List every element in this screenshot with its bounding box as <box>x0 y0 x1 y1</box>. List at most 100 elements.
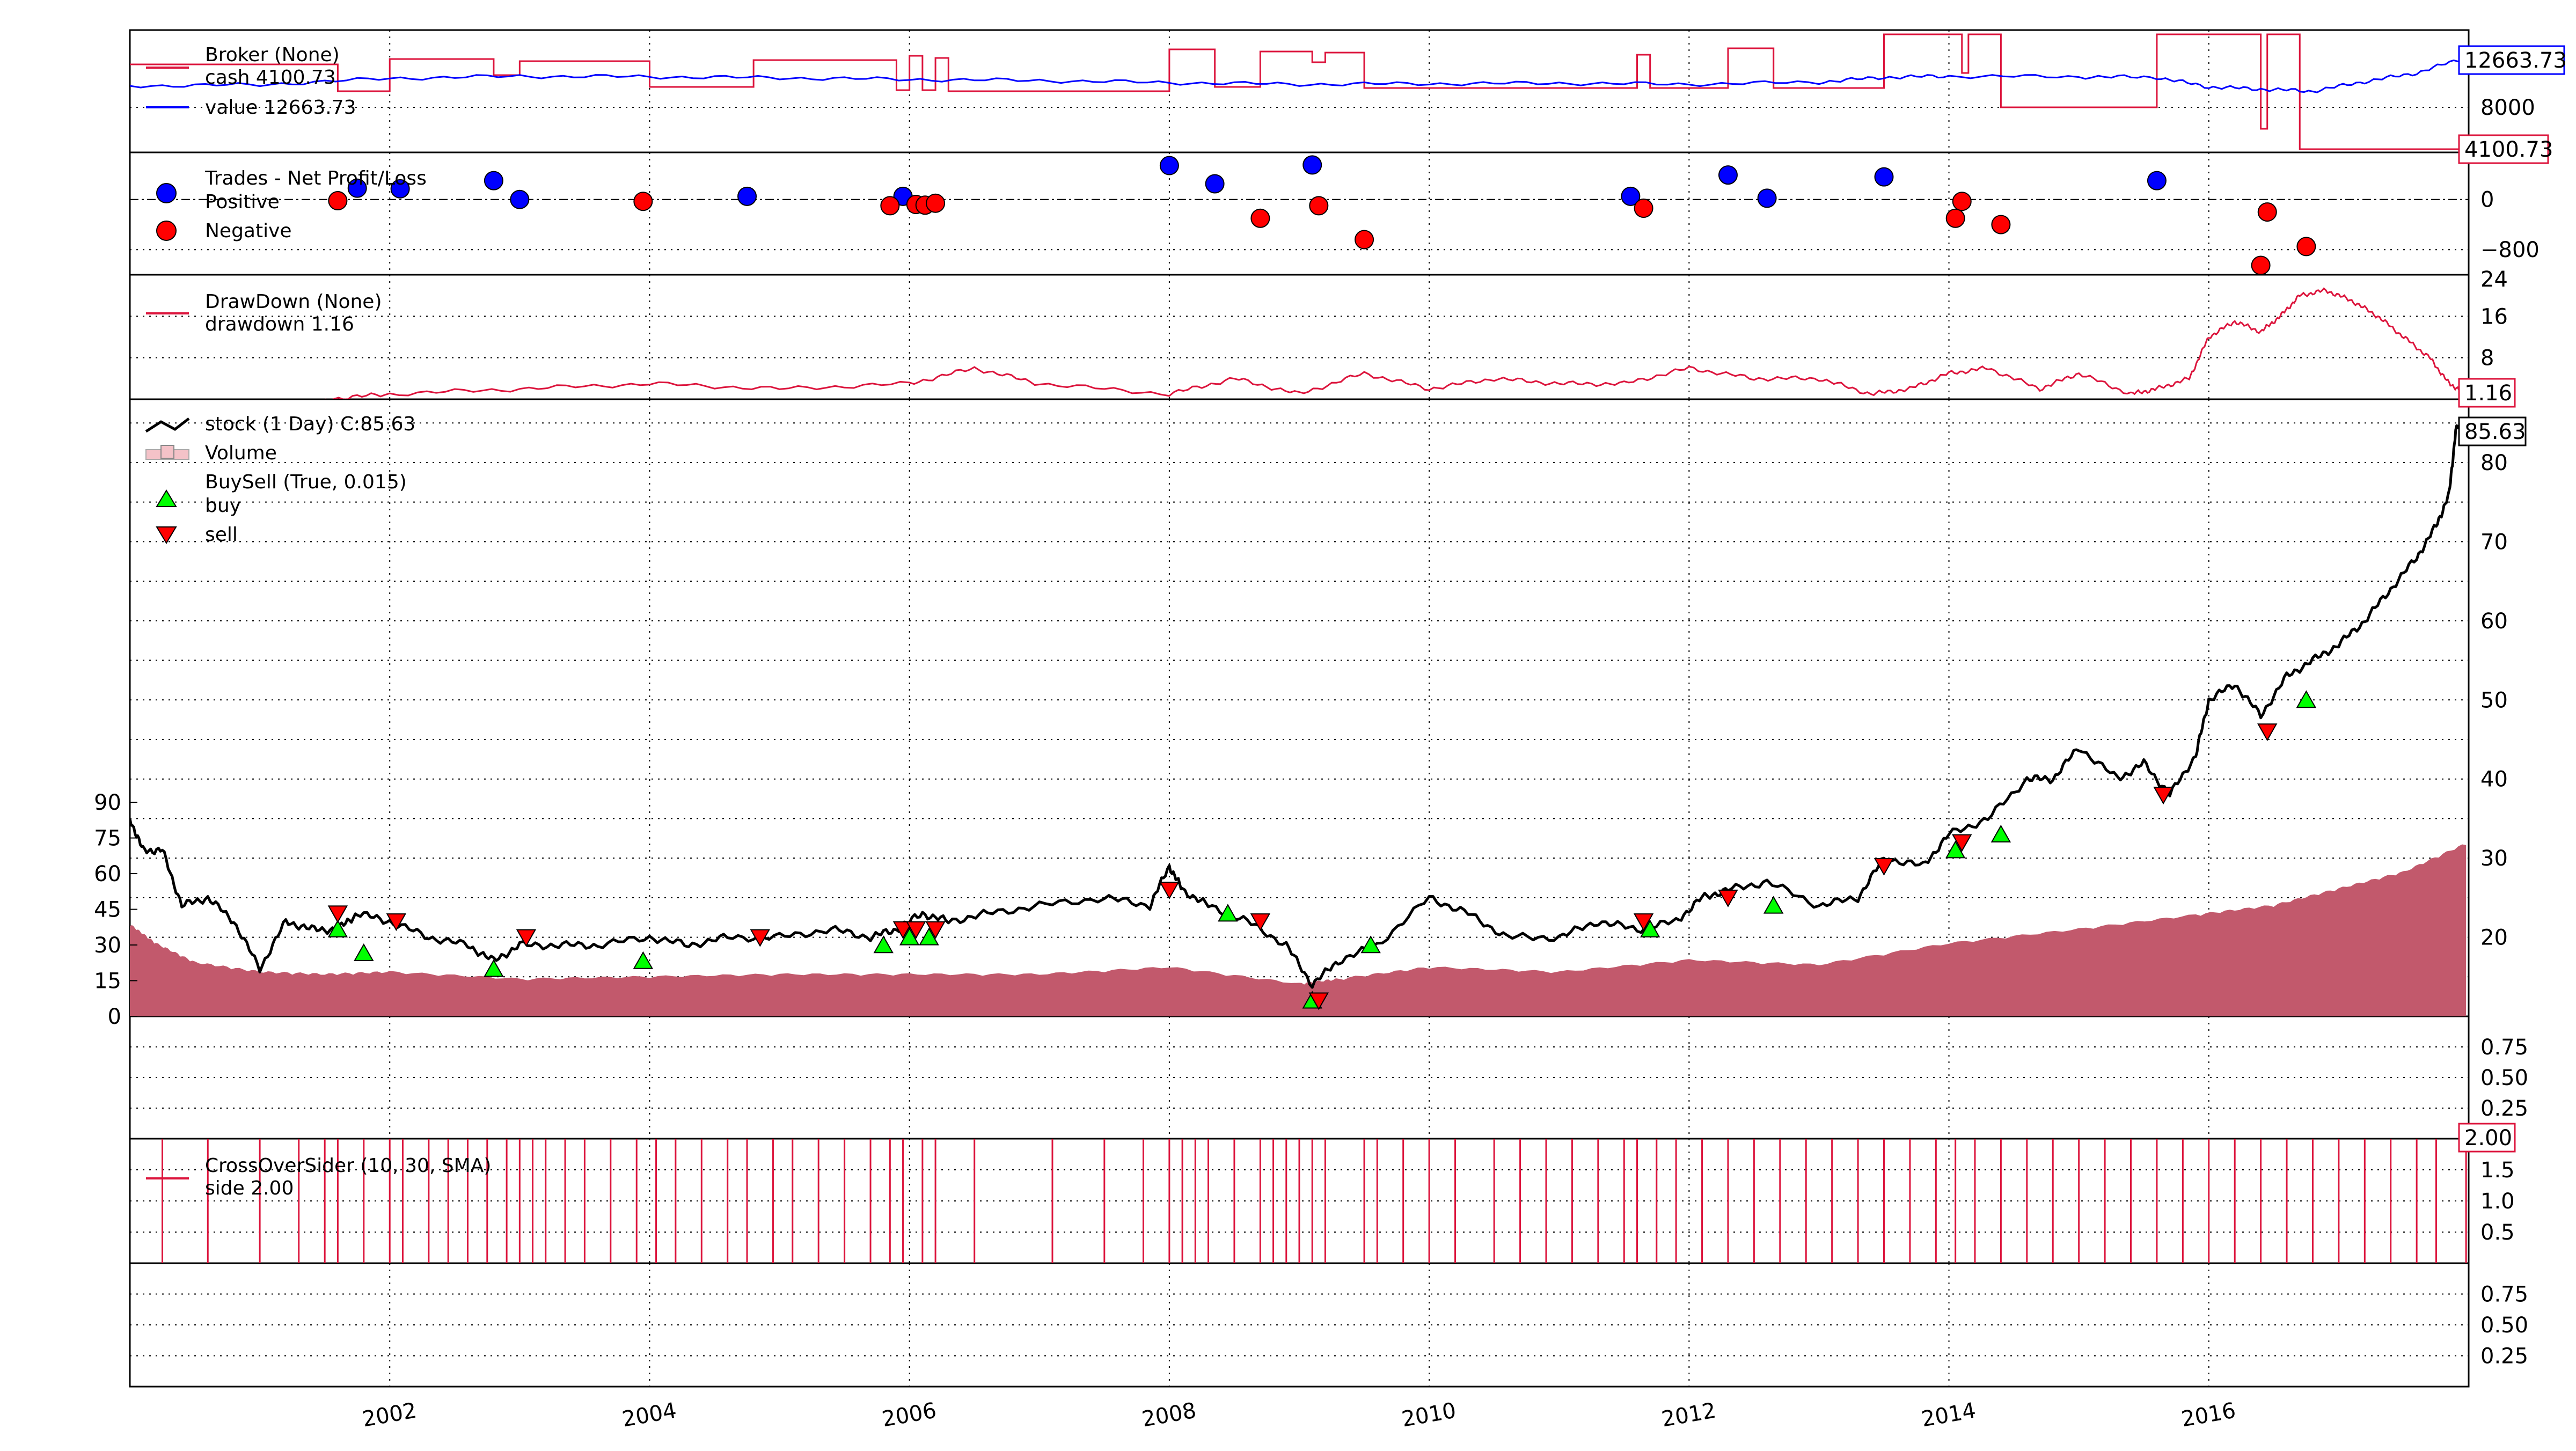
trades-legend-negative: Negative <box>205 220 292 242</box>
crossover-y-tick: 1.5 <box>2480 1158 2515 1183</box>
buy-marker <box>1990 824 2011 842</box>
price-panel-frame <box>129 398 2470 1017</box>
trade-positive-point <box>1159 156 1179 175</box>
x-tick-label-2004: 2004 <box>620 1398 678 1432</box>
trades-y-tick: −800 <box>2480 238 2540 262</box>
sell-marker <box>2153 787 2174 805</box>
svg-text:1.16: 1.16 <box>2464 381 2512 406</box>
sell-marker <box>1874 858 1894 876</box>
trade-positive-point <box>1757 188 1777 208</box>
svg-text:2.00: 2.00 <box>2464 1126 2512 1150</box>
trade-negative-point <box>1355 230 1374 250</box>
crossover-legend-side: side 2.00 <box>205 1177 294 1199</box>
buy-marker <box>873 935 894 954</box>
buy-marker <box>1945 840 1966 859</box>
buy-marker <box>354 943 374 962</box>
sell-marker <box>1952 834 1972 852</box>
empty1-y-tick: 0.50 <box>2480 1066 2528 1090</box>
price-y-tick: 20 <box>2480 926 2508 950</box>
trade-negative-point <box>328 191 348 211</box>
trade-positive-point <box>1718 165 1738 185</box>
drawdown-y-tick: 8 <box>2480 346 2494 371</box>
broker-legend-value: value 12663.73 <box>205 97 356 119</box>
volume-y-tick: 75 <box>94 826 121 851</box>
trade-negative-point <box>1250 208 1270 228</box>
trades-panel-frame <box>129 151 2470 276</box>
value-last-label: 12663.73 <box>2458 45 2567 75</box>
x-tick-label-2016: 2016 <box>2179 1398 2237 1432</box>
trade-positive-point <box>390 179 410 199</box>
empty-panel-1-frame <box>129 1015 2470 1140</box>
empty-panel-2-frame <box>129 1262 2470 1388</box>
price-y-tick: 70 <box>2480 530 2508 554</box>
trade-negative-point <box>926 193 946 213</box>
price-legend-volume: Volume <box>205 442 277 464</box>
buy-marker <box>1640 919 1660 937</box>
price-y-tick: 80 <box>2480 451 2508 475</box>
sell-marker <box>750 929 770 947</box>
sell-marker <box>516 929 537 947</box>
crossover-last-label: 2.00 <box>2458 1123 2516 1153</box>
crossover-legend-title: CrossOverSider (10, 30, SMA) <box>205 1155 491 1177</box>
trade-positive-point <box>737 186 757 206</box>
drawdown-y-tick: 16 <box>2480 304 2508 329</box>
x-tick-label-2012: 2012 <box>1660 1398 1718 1432</box>
drawdown-line <box>325 287 2467 399</box>
trade-negative-point <box>1309 196 1329 216</box>
trade-negative-point <box>1952 192 1972 211</box>
empty2-y-tick: 0.25 <box>2480 1344 2528 1369</box>
trade-positive-point <box>1874 167 1894 187</box>
broker-legend-cash: cash 4100.73 <box>205 67 336 89</box>
volume-y-tick: 0 <box>108 1005 121 1029</box>
volume-y-tick: 60 <box>94 862 121 886</box>
sell-marker <box>1308 992 1329 1010</box>
drawdown-legend: DrawDown (None) drawdown 1.16 <box>146 291 382 335</box>
drawdown-legend-title: DrawDown (None) <box>205 291 382 313</box>
drawdown-y-tick: 24 <box>2480 267 2508 292</box>
volume-y-tick: 15 <box>94 969 121 994</box>
volume-y-tick: 30 <box>94 933 121 958</box>
trade-positive-point <box>510 189 530 209</box>
sell-marker <box>386 913 407 932</box>
x-tick-label-2002: 2002 <box>361 1398 419 1432</box>
sell-marker <box>892 921 913 939</box>
value-line <box>130 56 2467 93</box>
sell-marker <box>327 905 348 924</box>
buy-marker <box>1218 904 1238 922</box>
crossover-y-tick: 1.0 <box>2480 1189 2515 1214</box>
trade-positive-point <box>2147 171 2167 190</box>
cash-last-label: 4100.73 <box>2458 134 2553 164</box>
trade-negative-point <box>1945 208 1965 228</box>
sell-marker <box>1718 889 1738 907</box>
buy-marker <box>1763 896 1784 914</box>
buy-marker <box>1360 935 1381 954</box>
x-tick-label-2008: 2008 <box>1140 1398 1198 1432</box>
sell-marker <box>1250 913 1271 932</box>
trade-positive-point <box>1205 174 1225 194</box>
trade-negative-point <box>1634 199 1653 218</box>
svg-text:85.63: 85.63 <box>2464 420 2526 444</box>
x-tick-label-2014: 2014 <box>1920 1398 1978 1432</box>
crossover-legend: CrossOverSider (10, 30, SMA) side 2.00 <box>146 1155 491 1199</box>
volume-y-tick: 90 <box>94 790 121 815</box>
data-layer <box>130 33 2469 1263</box>
empty2-y-tick: 0.50 <box>2480 1313 2528 1338</box>
volume-y-tick: 45 <box>94 898 121 922</box>
buy-marker <box>899 927 920 946</box>
buy-marker <box>633 951 654 969</box>
sell-marker <box>2257 723 2278 742</box>
trade-positive-point <box>1302 155 1322 175</box>
buy-marker <box>919 927 939 946</box>
tick-layer: 2002 2004 2006 2008 2010 2012 2014 201680000−80… <box>94 96 2540 1432</box>
price-legend-stock: stock (1 Day) C:85.63 <box>205 413 415 435</box>
cash-line <box>130 33 2469 150</box>
sell-marker <box>925 921 946 939</box>
trade-positive-point <box>484 171 503 190</box>
trade-positive-point <box>1621 186 1641 206</box>
trades-y-tick: 0 <box>2480 188 2494 212</box>
price-last-label: 85.63 <box>2458 416 2527 446</box>
price-y-tick: 30 <box>2480 846 2508 871</box>
sell-marker <box>1633 913 1654 932</box>
